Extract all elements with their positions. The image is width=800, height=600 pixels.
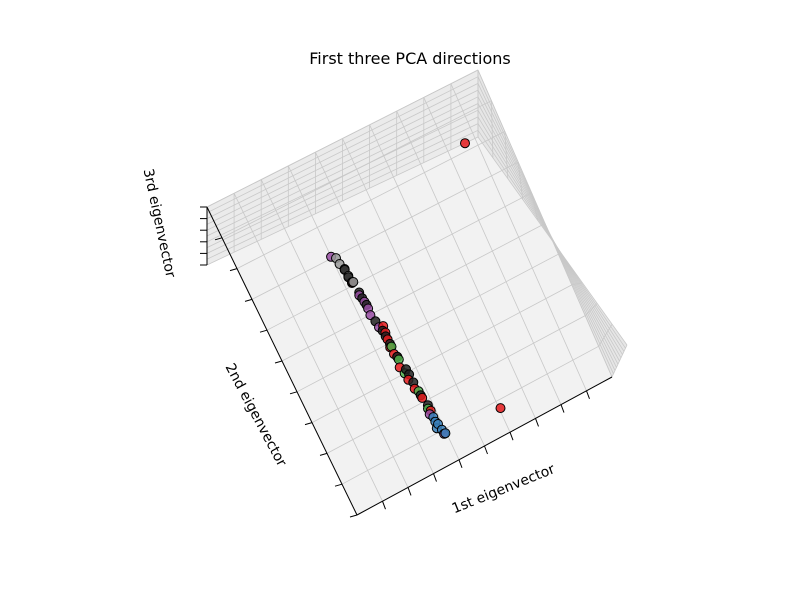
grid-line-floor-y [221, 100, 492, 239]
grid-line-floor-y [206, 69, 479, 208]
x-axis-tick [586, 390, 590, 399]
grid-line-floor-x [423, 97, 562, 405]
data-point [495, 403, 506, 414]
grid-line-floor-x [369, 124, 511, 433]
x-axis-tick [458, 459, 463, 468]
z-axis-label: 3rd eigenvector [140, 167, 179, 279]
grid-lines [206, 69, 628, 516]
chart-title: First three PCA directions [309, 49, 510, 68]
grid-line-back-z [206, 103, 479, 237]
x-axis-tick [433, 473, 437, 482]
y-axis-tick [274, 360, 283, 364]
y-axis-tick [319, 452, 328, 456]
y-axis-tick [289, 391, 298, 395]
grid-line-side-y [517, 162, 524, 200]
x-axis-tick [560, 404, 565, 413]
grid-line-floor-y [236, 131, 505, 269]
x-axis-tick [509, 432, 514, 441]
grid-line-side-y [491, 100, 494, 158]
grid-line-floor-x [396, 110, 536, 419]
y-axis-label: 2nd eigenvector [222, 361, 290, 470]
data-point [417, 392, 428, 403]
axis-ticks [200, 206, 590, 518]
grid-line-side-y [504, 131, 509, 179]
data-points [326, 138, 506, 439]
data-point [460, 138, 470, 149]
x-axis-label: 1st eigenvector [450, 461, 558, 517]
grid-line-back-z [206, 136, 479, 266]
grid-line-back-z [206, 116, 479, 248]
y-axis-tick [334, 483, 343, 487]
y-axis-tick [244, 298, 253, 302]
grid-line-back-z [206, 129, 479, 260]
x-axis-tick [484, 445, 488, 455]
y-axis-tick [214, 237, 223, 241]
grid-line-back-z [206, 123, 479, 254]
grid-line-back-z [206, 109, 479, 243]
y-axis-tick [259, 329, 268, 333]
grid-line-floor-y [281, 223, 546, 362]
y-axis-tick [349, 514, 358, 518]
grid-line-floor-y [266, 192, 532, 331]
x-axis-tick [407, 487, 412, 496]
data-point [440, 428, 451, 439]
x-axis-tick [535, 418, 539, 427]
y-axis-tick [304, 422, 313, 426]
grid-line-floor-x [477, 69, 613, 378]
y-axis-tick [229, 268, 238, 272]
grid-line-side-z [477, 136, 628, 346]
x-axis-tick [382, 501, 386, 510]
data-point [348, 277, 359, 287]
grid-line-floor-y [251, 161, 519, 300]
grid-line-floor-x [450, 83, 587, 391]
